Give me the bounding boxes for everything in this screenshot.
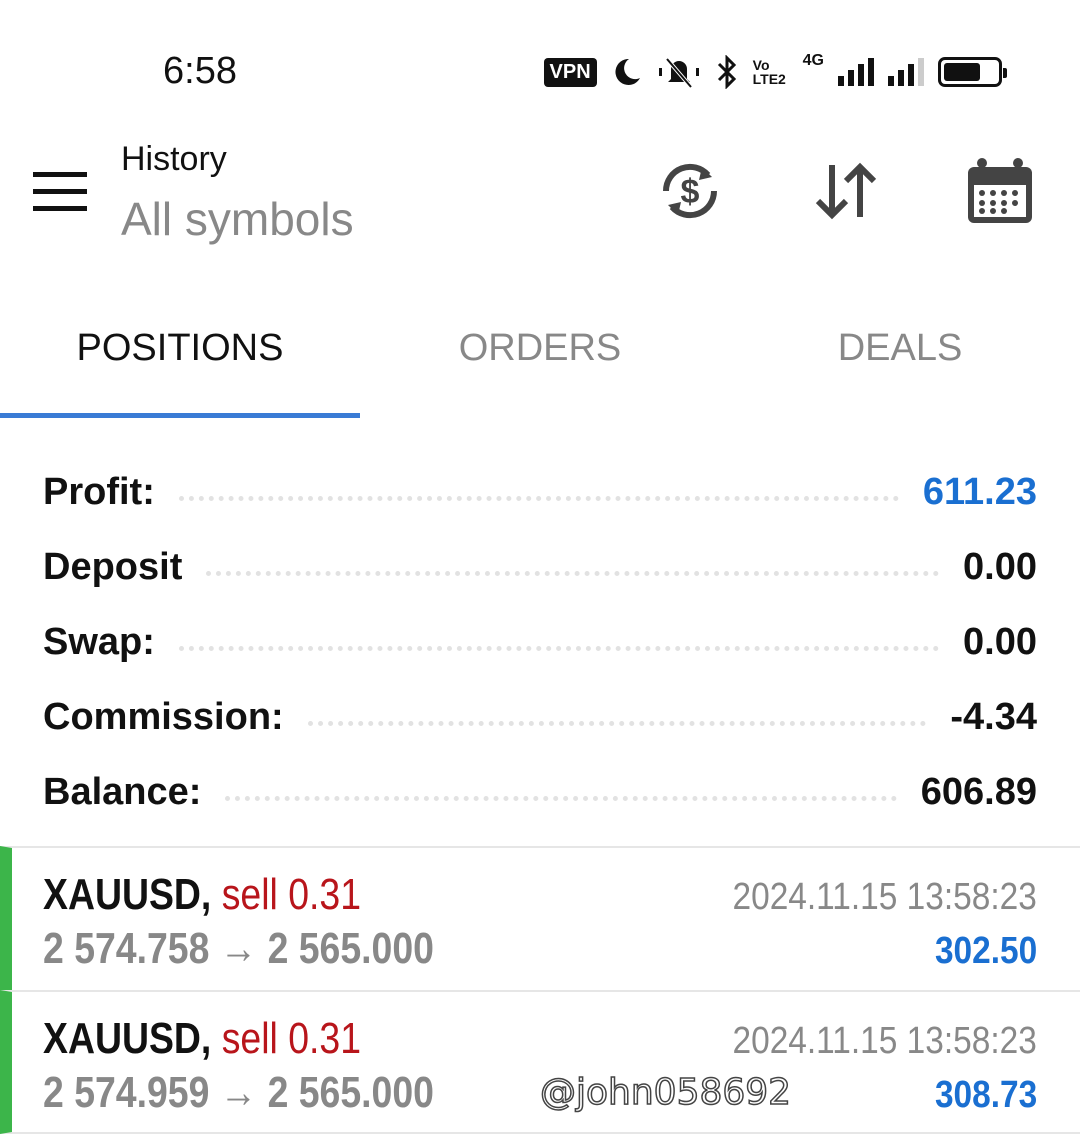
position-row[interactable]: XAUUSD, sell 0.31 2 574.758 → 2 565.000 … <box>0 846 1080 990</box>
svg-text:$: $ <box>681 173 700 211</box>
bluetooth-icon <box>717 55 736 89</box>
label: Balance: <box>43 771 202 813</box>
tab-orders[interactable]: ORDERS <box>458 327 622 369</box>
summary-balance: Balance: 606.89 <box>43 755 1037 830</box>
value: -4.34 <box>950 696 1037 738</box>
tab-bar: POSITIONS ORDERS DEALS <box>0 300 1080 418</box>
profit: 302.50 <box>934 930 1037 972</box>
volte-icon: Vo LTE2 <box>752 57 786 87</box>
tab-deals[interactable]: DEALS <box>837 327 963 369</box>
tab-positions[interactable]: POSITIONS <box>0 300 360 418</box>
profit: 308.73 <box>934 1074 1037 1116</box>
value: 0.00 <box>963 621 1037 663</box>
page-title: History <box>121 140 227 178</box>
currency-exchange-icon[interactable]: $ <box>654 155 726 227</box>
summary-deposit: Deposit 0.00 <box>43 530 1037 605</box>
time: 2024.11.15 13:58:23 <box>732 1020 1037 1062</box>
prices: 2 574.758 → 2 565.000 <box>43 924 434 973</box>
time: 2024.11.15 13:58:23 <box>732 876 1037 918</box>
status-time: 6:58 <box>163 50 237 92</box>
symbol: XAUUSD, <box>43 1014 212 1063</box>
calendar-icon[interactable] <box>964 155 1036 227</box>
side: sell 0.31 <box>221 870 362 919</box>
signal-icon-2 <box>888 58 924 86</box>
network-type: 4G <box>802 52 824 69</box>
prices: 2 574.959 → 2 565.000 <box>43 1068 434 1117</box>
watermark: @john058692 <box>539 1071 792 1114</box>
position-row[interactable]: XAUUSD, sell 0.31 2 574.959 → 2 565.000 … <box>0 990 1080 1134</box>
menu-icon[interactable] <box>33 172 87 223</box>
sort-icon[interactable] <box>810 155 882 227</box>
summary: Profit: 611.23 Deposit 0.00 Swap: 0.00 Comm… <box>43 455 1037 830</box>
value: 606.89 <box>920 771 1037 813</box>
status-icons: VPN Vo LTE2 4G <box>543 52 1007 92</box>
summary-profit: Profit: 611.23 <box>43 455 1037 530</box>
signal-icon <box>838 58 874 86</box>
label: Profit: <box>43 471 155 513</box>
value: 0.00 <box>963 546 1037 588</box>
vpn-badge: VPN <box>543 57 597 87</box>
moon-icon <box>615 58 640 85</box>
bell-muted-icon <box>658 57 699 89</box>
label: Commission: <box>43 696 284 738</box>
value: 611.23 <box>922 471 1037 513</box>
summary-commission: Commission: -4.34 <box>43 680 1037 755</box>
label: Swap: <box>43 621 155 663</box>
label: Deposit <box>43 546 183 588</box>
symbol-filter[interactable]: All symbols <box>121 193 354 245</box>
battery-icon <box>938 57 1007 87</box>
symbol: XAUUSD, <box>43 870 212 919</box>
summary-swap: Swap: 0.00 <box>43 605 1037 680</box>
side: sell 0.31 <box>221 1014 362 1063</box>
